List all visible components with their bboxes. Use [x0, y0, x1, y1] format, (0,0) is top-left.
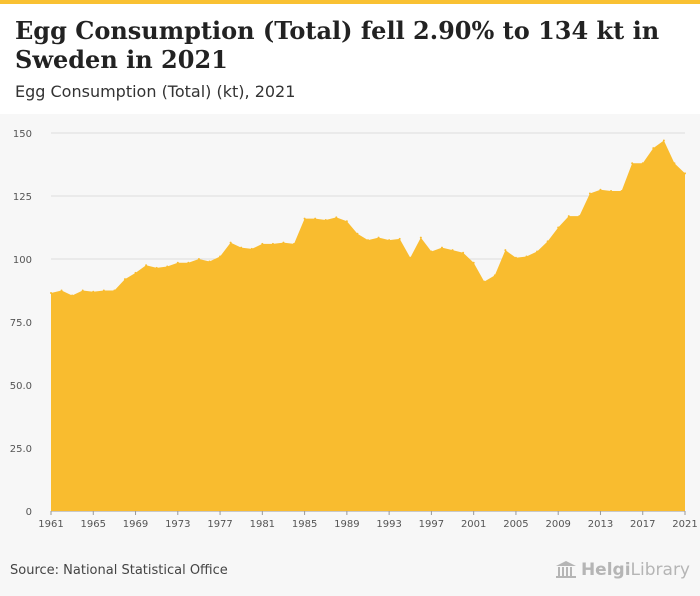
data-point	[166, 265, 169, 268]
data-point	[430, 250, 433, 253]
data-point	[293, 242, 296, 245]
data-point	[557, 226, 560, 229]
x-tick-label: 2017	[630, 519, 655, 530]
data-point	[673, 162, 676, 165]
data-point	[567, 215, 570, 218]
x-tick-label: 2001	[461, 519, 486, 530]
y-tick-label: 50.0	[10, 381, 32, 392]
data-point	[250, 247, 253, 250]
data-point	[367, 239, 369, 242]
x-tick-label: 2021	[672, 519, 697, 530]
y-tick-label: 25.0	[10, 444, 32, 455]
data-point	[620, 189, 623, 192]
data-point	[588, 192, 591, 195]
data-point	[102, 289, 105, 292]
data-point	[229, 241, 232, 244]
x-tick-label: 2005	[503, 519, 528, 530]
data-point	[472, 261, 475, 264]
x-tick-label: 1969	[123, 519, 148, 530]
data-point	[71, 294, 74, 297]
data-point	[652, 147, 655, 150]
y-tick-label: 0	[26, 507, 32, 518]
x-tick-label: 2013	[588, 519, 613, 530]
data-point	[187, 261, 190, 264]
helgi-library-logo[interactable]: HelgiLibrary	[555, 560, 690, 580]
data-point	[335, 216, 338, 219]
data-point	[303, 217, 306, 220]
data-point	[176, 261, 179, 264]
header: Egg Consumption (Total) fell 2.90% to 13…	[0, 4, 700, 114]
y-axis-ticks: 0 25.0 50.0 75.0 100 125 150	[10, 129, 32, 518]
data-point	[525, 255, 528, 258]
x-axis-ticks: 1961 1965 1969 1973 1977 1981 1985 1989 1993 1997…	[38, 511, 698, 530]
data-point	[314, 217, 317, 220]
data-point	[641, 162, 644, 165]
x-tick-label: 1961	[38, 519, 63, 530]
data-point	[208, 260, 211, 263]
y-tick-label: 125	[13, 192, 32, 203]
data-point	[536, 250, 539, 253]
data-point	[123, 278, 126, 281]
x-tick-label: 1981	[250, 519, 275, 530]
data-point	[92, 290, 95, 293]
data-point	[451, 249, 454, 252]
data-point	[197, 258, 200, 260]
logo-text-light: Library	[630, 560, 690, 580]
page-title: Egg Consumption (Total) fell 2.90% to 13…	[15, 16, 660, 74]
data-point	[684, 172, 686, 175]
data-point	[578, 215, 581, 218]
data-point	[377, 236, 380, 239]
data-point	[324, 218, 327, 221]
logo-text-bold: Helgi	[580, 560, 631, 580]
data-point	[599, 188, 602, 191]
data-point	[81, 289, 84, 292]
x-tick-label: 1993	[376, 519, 401, 530]
data-point	[219, 255, 222, 258]
data-point	[493, 274, 496, 277]
data-point	[610, 189, 613, 192]
data-point	[514, 256, 517, 259]
data-point	[240, 246, 243, 249]
data-point	[440, 246, 443, 249]
egg-consumption-area	[51, 140, 685, 511]
data-point	[50, 292, 52, 295]
x-tick-label: 1989	[334, 519, 359, 530]
data-point	[145, 264, 148, 267]
chart-subtitle: Egg Consumption (Total) (kt), 2021	[15, 82, 296, 101]
x-tick-label: 1985	[292, 519, 317, 530]
y-tick-label: 100	[13, 255, 32, 266]
x-tick-label: 1977	[207, 519, 232, 530]
data-point	[504, 249, 507, 252]
data-point	[113, 289, 116, 292]
data-point	[345, 220, 348, 223]
data-point	[419, 236, 422, 239]
x-tick-label: 1965	[81, 519, 106, 530]
data-point	[483, 280, 486, 283]
data-point	[356, 232, 359, 235]
data-point	[388, 239, 391, 242]
accent-bar	[0, 0, 700, 4]
data-point	[134, 271, 137, 274]
y-tick-label: 150	[13, 129, 32, 140]
data-point	[155, 266, 158, 269]
library-building-icon	[555, 561, 576, 578]
data-point	[282, 241, 285, 244]
x-tick-label: 2009	[545, 519, 570, 530]
data-point	[271, 242, 274, 245]
data-point	[546, 240, 549, 243]
source-note: Source: National Statistical Office	[10, 563, 228, 578]
y-tick-label: 75.0	[10, 318, 32, 329]
data-point	[60, 289, 63, 292]
data-point	[398, 237, 401, 240]
x-tick-label: 1997	[419, 519, 444, 530]
data-point	[631, 162, 634, 165]
data-point	[261, 242, 264, 245]
data-point	[462, 251, 465, 254]
x-tick-label: 1973	[165, 519, 190, 530]
data-point	[409, 256, 412, 259]
data-point	[662, 139, 665, 142]
series-area	[50, 139, 686, 511]
